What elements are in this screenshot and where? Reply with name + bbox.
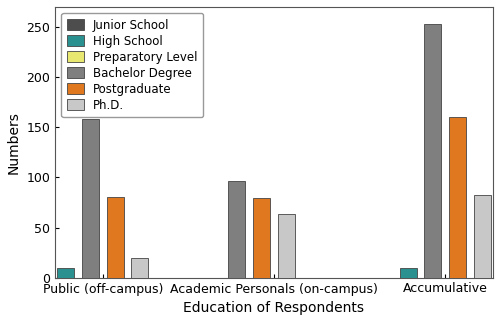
Bar <box>400 268 416 278</box>
X-axis label: Education of Respondents: Education of Respondents <box>184 301 364 315</box>
Bar <box>424 24 442 278</box>
Bar <box>474 195 491 278</box>
Bar <box>449 117 466 278</box>
Bar <box>106 197 124 278</box>
Y-axis label: Numbers: Numbers <box>7 111 21 174</box>
Bar <box>57 268 74 278</box>
Legend: Junior School, High School, Preparatory Level, Bachelor Degree, Postgraduate, Ph: Junior School, High School, Preparatory … <box>61 13 204 118</box>
Bar <box>253 198 270 278</box>
Bar <box>228 181 246 278</box>
Bar <box>278 214 295 278</box>
Bar <box>132 258 148 278</box>
Bar <box>82 119 99 278</box>
